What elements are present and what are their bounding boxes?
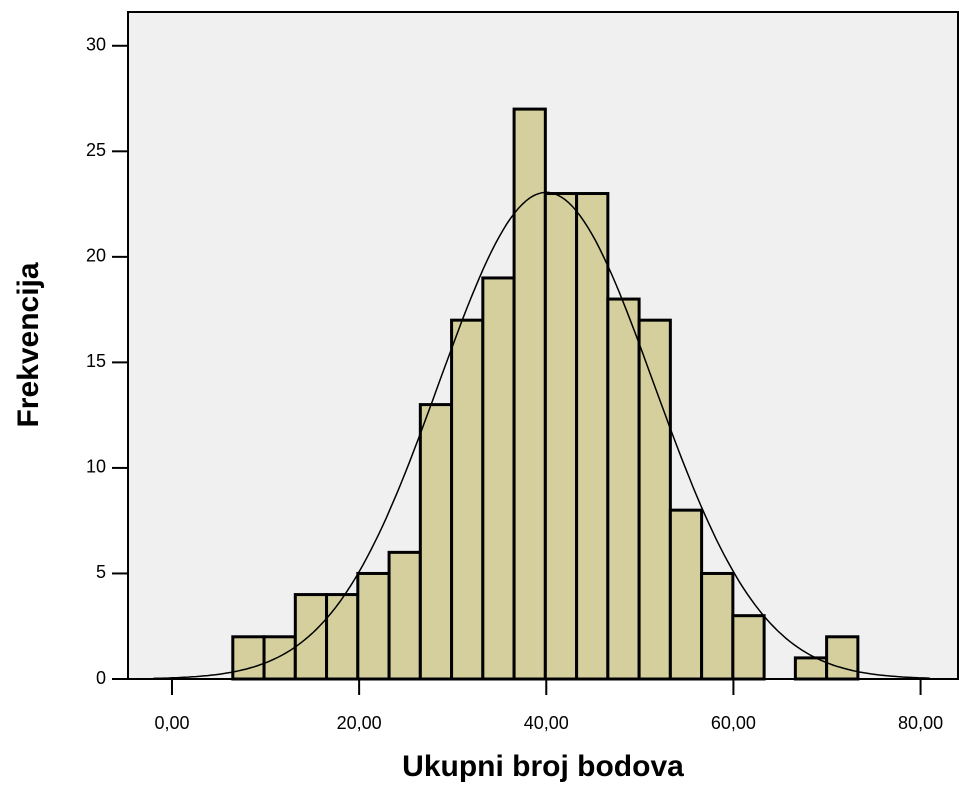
- bar: [606, 297, 641, 681]
- bar: [387, 550, 422, 681]
- y-tick-label: 10: [86, 457, 106, 477]
- bar: [825, 635, 860, 681]
- bar: [450, 318, 485, 681]
- bar: [543, 192, 579, 681]
- x-tick-label: 40,00: [524, 713, 569, 733]
- x-tick-label: 20,00: [337, 713, 382, 733]
- bar: [325, 593, 360, 681]
- x-tick-label: 60,00: [711, 713, 756, 733]
- bar: [231, 635, 266, 681]
- normal-curve: [153, 191, 930, 680]
- x-axis-title: Ukupni broj bodova: [402, 750, 684, 783]
- y-tick-label: 15: [86, 351, 106, 371]
- bar: [637, 318, 672, 681]
- y-tick-label: 30: [86, 35, 106, 55]
- bar: [668, 508, 704, 681]
- y-axis-title: Frekvencija: [12, 262, 45, 427]
- bar: [481, 276, 516, 681]
- bar: [512, 107, 547, 681]
- bar: [418, 403, 454, 681]
- x-tick-label: 80,00: [898, 713, 943, 733]
- y-tick-label: 0: [96, 668, 106, 688]
- bar: [262, 635, 297, 681]
- x-tick-label: 0,00: [154, 713, 189, 733]
- bar: [293, 593, 329, 681]
- bar: [575, 192, 610, 681]
- bar: [356, 571, 391, 681]
- bar: [731, 614, 766, 681]
- bar: [700, 571, 735, 681]
- y-tick-label: 5: [96, 562, 106, 582]
- y-tick-label: 20: [86, 246, 106, 266]
- y-tick-label: 25: [86, 140, 106, 160]
